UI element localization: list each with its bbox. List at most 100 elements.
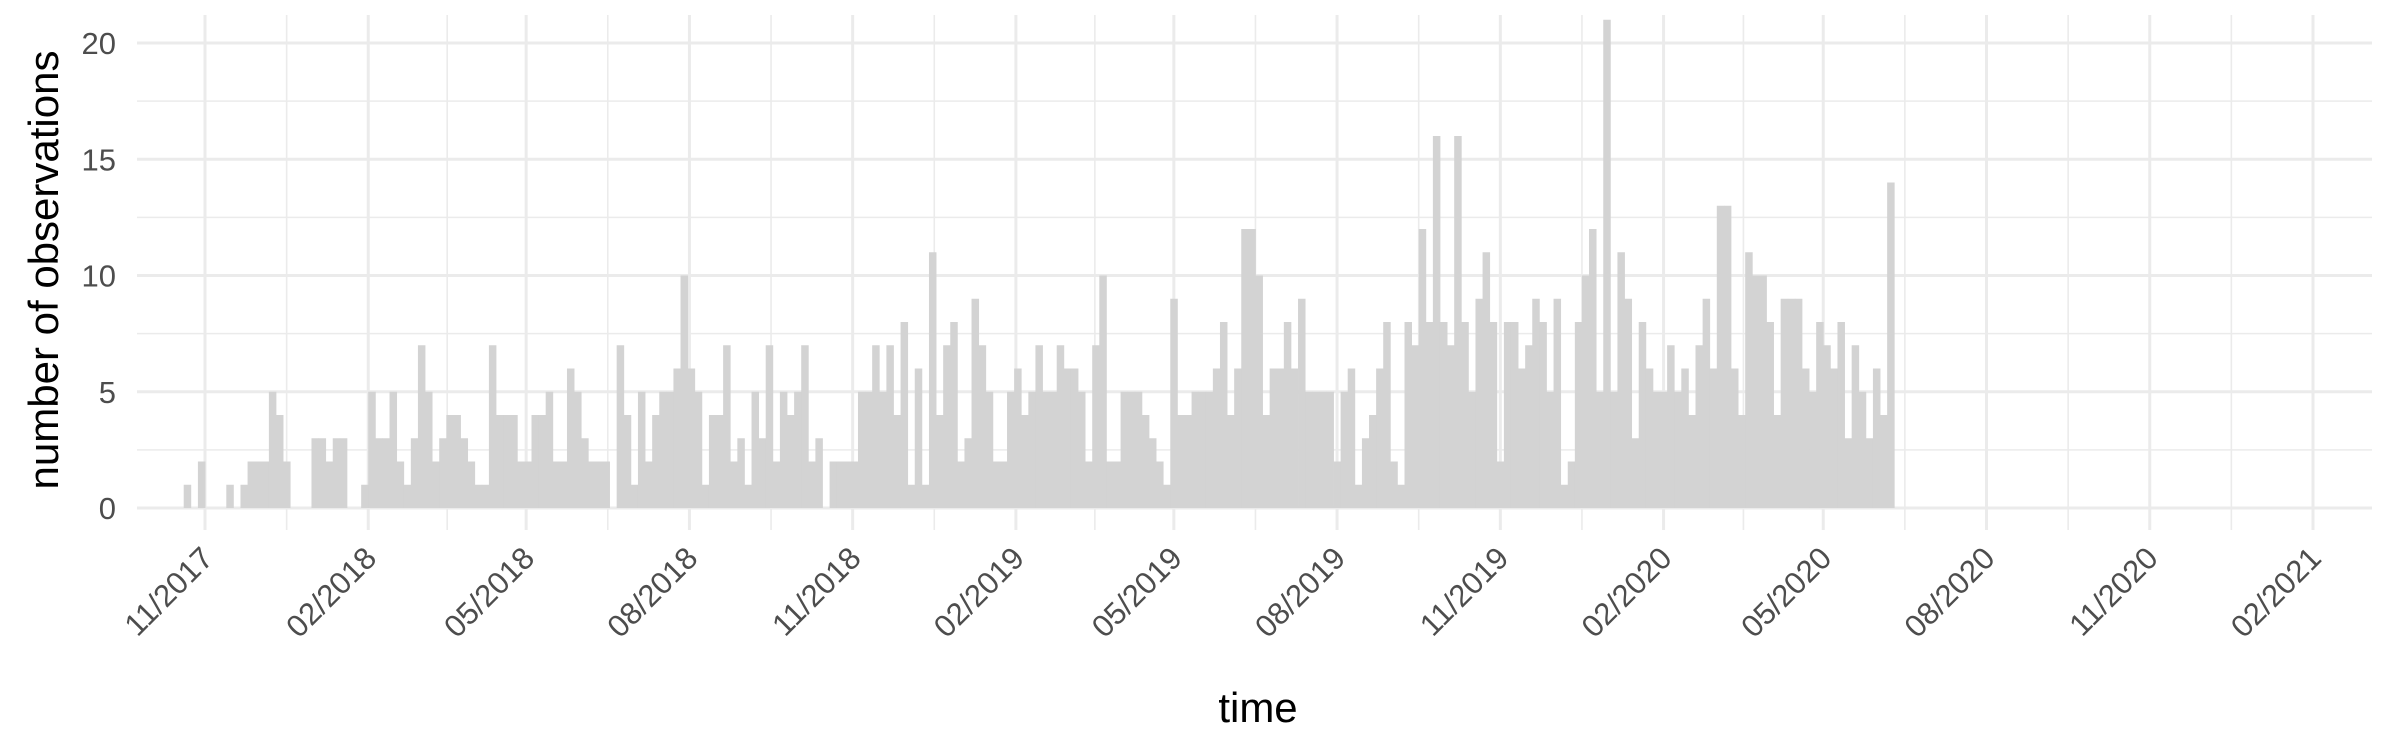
histogram-bar <box>886 345 894 508</box>
histogram-bar <box>1418 229 1427 508</box>
histogram-bar <box>481 484 490 508</box>
histogram-bar <box>1631 438 1640 508</box>
histogram-bar <box>1361 438 1370 508</box>
histogram-bar <box>666 391 674 508</box>
histogram-bar <box>964 438 972 508</box>
histogram-bar <box>1305 391 1313 508</box>
histogram-bar <box>1205 391 1214 508</box>
x-tick-label: 11/2018 <box>765 540 867 642</box>
histogram-bar <box>1589 229 1597 508</box>
histogram-bar <box>1369 415 1377 508</box>
histogram-bar <box>1773 415 1782 508</box>
histogram-bar <box>836 461 845 508</box>
histogram-bar <box>1723 205 1732 508</box>
histogram-bar <box>1617 252 1625 508</box>
histogram-bar <box>226 484 234 508</box>
histogram-bar <box>1113 461 1121 508</box>
histogram-bar <box>1014 368 1022 508</box>
histogram-bar <box>240 484 248 508</box>
histogram-bar <box>403 484 412 508</box>
histogram-bar <box>616 345 625 508</box>
histogram-bar <box>552 461 561 508</box>
histogram-bar <box>730 461 738 508</box>
histogram-bar <box>843 461 852 508</box>
histogram-bar <box>985 391 994 508</box>
histogram-bar <box>1823 345 1831 508</box>
histogram-bar <box>1567 461 1576 508</box>
histogram-bar <box>921 484 930 508</box>
histogram-bar <box>1432 136 1441 508</box>
histogram-bar <box>694 391 703 508</box>
histogram-bar <box>1021 415 1029 508</box>
histogram-bar <box>765 345 774 508</box>
histogram-bar <box>396 461 405 508</box>
histogram-bar <box>581 438 589 508</box>
histogram-bar <box>1858 391 1867 508</box>
histogram-bar <box>325 461 334 508</box>
histogram-bar <box>1198 391 1207 508</box>
x-tick-label: 02/2021 <box>2224 540 2328 644</box>
histogram-bar <box>332 438 341 508</box>
x-tick-label: 08/2020 <box>1897 540 2001 644</box>
histogram-bar <box>1163 484 1171 508</box>
histogram-bar <box>1624 298 1633 508</box>
histogram-bar <box>318 438 327 508</box>
histogram-bar <box>602 461 610 508</box>
y-tick-label: 0 <box>99 491 116 526</box>
histogram-bar <box>950 322 958 508</box>
histogram-bar <box>815 438 823 508</box>
histogram-bar <box>1816 322 1824 508</box>
histogram-bar <box>1794 298 1803 508</box>
histogram-bar <box>701 484 710 508</box>
histogram-bar <box>1383 322 1391 508</box>
histogram-bar <box>716 415 724 508</box>
x-tick-label: 05/2018 <box>437 540 541 644</box>
histogram-bar <box>1411 345 1420 508</box>
histogram-bar <box>1667 345 1675 508</box>
histogram-bar <box>368 391 376 508</box>
x-axis-tick-labels: 11/2017 02/2018 05/2018 08/2018 11/2018 02/20… <box>118 540 2328 644</box>
histogram-bar <box>1234 368 1242 508</box>
y-tick-label: 20 <box>82 26 116 61</box>
histogram-bar <box>1219 322 1228 508</box>
histogram-bar <box>1099 275 1107 508</box>
histogram-bar <box>1887 182 1895 508</box>
histogram-bar <box>1652 391 1661 508</box>
y-axis-tick-labels: 0 5 10 15 20 <box>82 26 116 526</box>
x-tick-label: 11/2017 <box>118 540 220 642</box>
histogram-bar <box>1078 391 1086 508</box>
histogram-bar <box>268 391 277 508</box>
histogram-bar <box>1255 275 1263 508</box>
histogram-bar <box>1326 391 1334 508</box>
histogram-bar <box>1695 345 1704 508</box>
histogram-bar <box>623 415 632 508</box>
histogram-bar <box>389 391 398 508</box>
x-tick-label: 05/2020 <box>1734 540 1838 644</box>
histogram-bar <box>1809 391 1817 508</box>
histogram-bar <box>637 391 646 508</box>
histogram-bar <box>1319 391 1327 508</box>
histogram-bar <box>1276 368 1285 508</box>
histogram-bar <box>1510 322 1519 508</box>
histogram-bar <box>1127 391 1136 508</box>
histogram-bar <box>1425 322 1434 508</box>
histogram-bar <box>1525 345 1533 508</box>
histogram-bar <box>1156 461 1164 508</box>
x-tick-label: 08/2018 <box>600 540 704 644</box>
histogram-bar <box>1340 391 1349 508</box>
histogram-bar <box>978 345 987 508</box>
histogram-bar <box>652 415 660 508</box>
histogram-bar <box>1354 484 1363 508</box>
histogram-bar <box>971 298 980 508</box>
histogram-bar <box>1333 461 1342 508</box>
histogram-bar <box>1532 298 1540 508</box>
histogram-bar <box>829 461 838 508</box>
histogram-bar <box>1262 415 1271 508</box>
histogram-bar <box>432 461 440 508</box>
histogram-bar <box>1461 322 1469 508</box>
histogram-bar <box>574 391 582 508</box>
histogram-bar <box>538 415 547 508</box>
histogram-bar <box>1070 368 1079 508</box>
histogram-bar <box>559 461 568 508</box>
